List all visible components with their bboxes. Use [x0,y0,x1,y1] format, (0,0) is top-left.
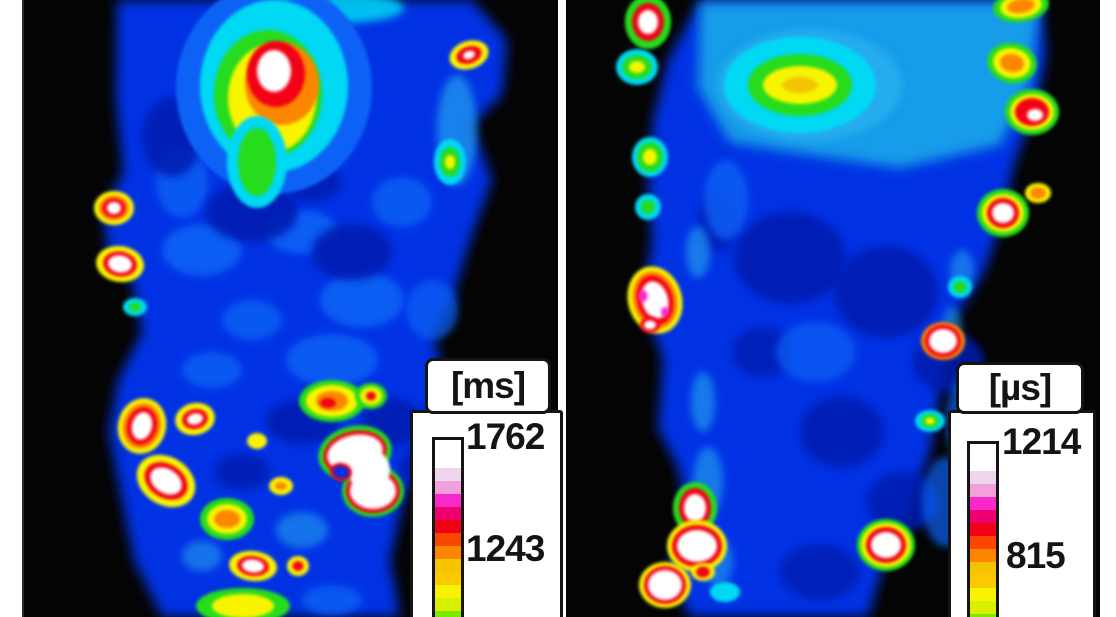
colorbar-tick-max-left: 1762 [466,416,545,457]
colorbar-cap-left [432,437,464,471]
heatmap-canvas-left [94,0,507,617]
heatmap-panel-left [22,0,560,617]
heatmap-canvas-right [616,0,1059,617]
heatmap-panel-right [566,0,1100,617]
colorbar-unit-label-right: [µs] [956,362,1084,414]
colorbar-gradient-left [432,468,464,617]
panel-divider [558,0,566,617]
colorbar-cap-right [967,441,999,474]
colorbar-tick-mid-right: 815 [1006,535,1066,576]
colorbar-unit-label-left: [ms] [425,358,551,414]
colorbar-tick-max-right: 1214 [1002,421,1081,462]
colorbar-tick-mid-left: 1243 [466,528,545,569]
colorbar-gradient-right [967,471,999,617]
